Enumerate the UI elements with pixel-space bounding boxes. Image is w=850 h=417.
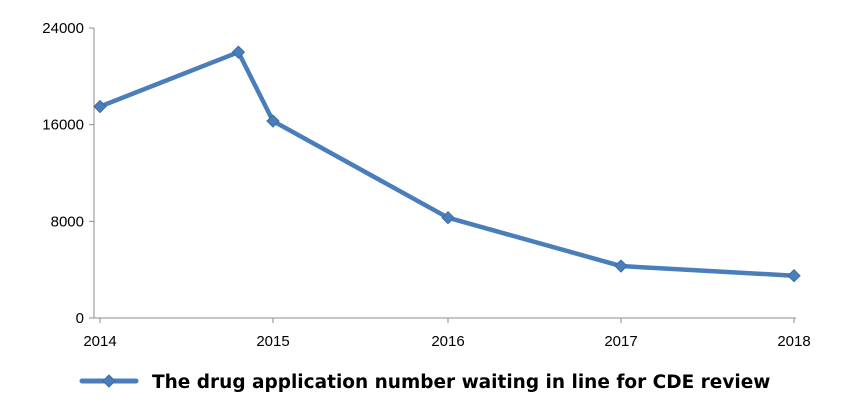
y-tick-label: 0 <box>76 310 84 327</box>
y-axis-ticks: 0 8000 16000 24000 <box>42 20 94 327</box>
data-point-marker <box>614 259 628 273</box>
y-tick-label: 24000 <box>42 20 84 37</box>
legend-diamond-marker <box>102 374 116 388</box>
chart-axes <box>93 28 796 319</box>
data-point-marker <box>231 45 246 59</box>
x-axis-ticks: 2014 2015 2016 2017 2018 <box>83 318 811 350</box>
plot-area <box>93 45 801 283</box>
y-tick-label: 8000 <box>51 213 84 230</box>
legend-label: The drug application number waiting in l… <box>152 372 770 393</box>
x-tick-label: 2014 <box>83 333 116 350</box>
data-point-marker <box>266 114 280 128</box>
y-tick-label: 16000 <box>42 117 84 134</box>
data-point-marker <box>787 269 801 283</box>
x-tick-label: 2015 <box>256 333 289 350</box>
legend: The drug application number waiting in l… <box>79 372 770 393</box>
series-line <box>97 49 797 278</box>
data-point-marker <box>441 211 455 225</box>
data-point-marker <box>93 99 107 114</box>
x-tick-label: 2017 <box>604 333 637 350</box>
x-tick-label: 2018 <box>777 333 810 350</box>
x-tick-label: 2016 <box>431 333 464 350</box>
